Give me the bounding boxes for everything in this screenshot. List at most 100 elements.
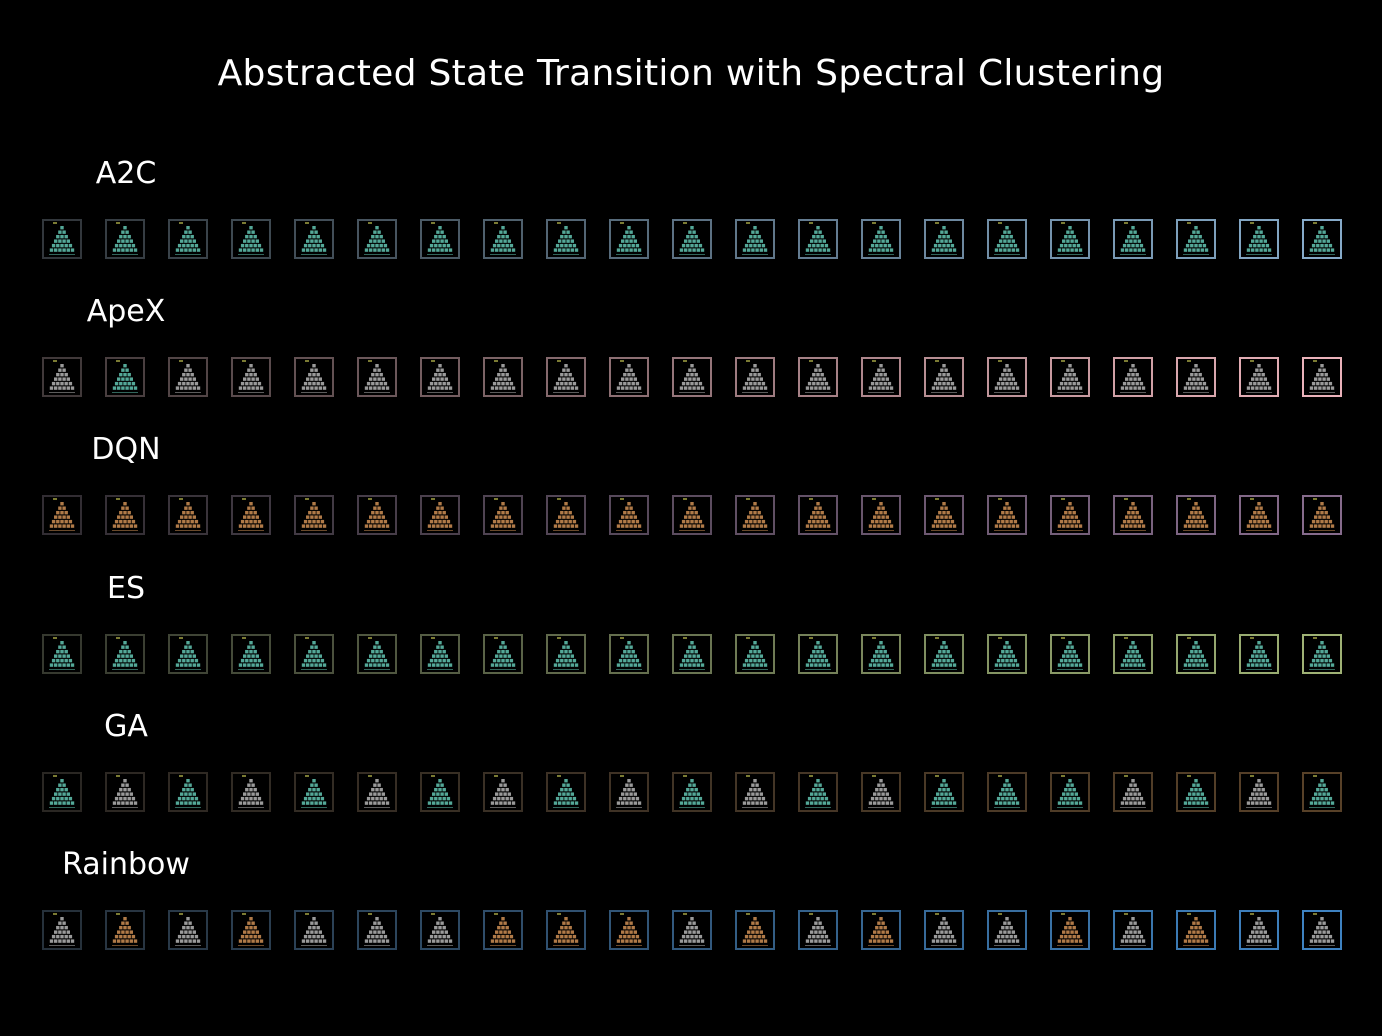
pyramid-icon: [931, 360, 957, 394]
pyramid-icon: [679, 913, 705, 946]
state-frame: [1050, 357, 1090, 398]
state-frame: [42, 219, 82, 259]
pyramid-icon: [1057, 913, 1083, 946]
state-frame: [168, 910, 208, 950]
pyramid-icon: [490, 774, 516, 808]
state-frame: [483, 771, 523, 812]
pyramid-icon: [427, 774, 453, 808]
state-frame: [924, 219, 964, 259]
pyramid-icon: [364, 636, 390, 670]
pyramid-icon: [427, 222, 453, 255]
state-frame: [420, 219, 460, 259]
pyramid-icon: [994, 913, 1020, 946]
row-label-dqn: DQN: [91, 432, 161, 468]
state-frame: [1176, 357, 1216, 398]
state-frame: [294, 495, 334, 536]
pyramid-icon: [427, 636, 453, 670]
state-frame: [1176, 495, 1216, 536]
pyramid-icon: [1120, 636, 1146, 670]
state-frame: [1302, 633, 1342, 674]
pyramid-icon: [1246, 222, 1272, 255]
state-frame: [1239, 219, 1279, 259]
state-frame: [168, 357, 208, 398]
state-frame: [1302, 357, 1342, 398]
state-frame: [420, 357, 460, 398]
state-frame: [357, 771, 397, 812]
state-frame: [924, 910, 964, 950]
state-frame: [1050, 771, 1090, 812]
state-frame: [546, 910, 586, 950]
state-frame: [924, 495, 964, 536]
pyramid-icon: [931, 498, 957, 532]
pyramid-icon: [112, 360, 138, 394]
pyramid-icon: [112, 774, 138, 808]
pyramid-icon: [553, 636, 579, 670]
state-frame: [357, 633, 397, 674]
state-frame: [924, 633, 964, 674]
pyramid-icon: [238, 636, 264, 670]
state-frame: [987, 633, 1027, 674]
pyramid-icon: [1183, 636, 1209, 670]
state-frame: [798, 495, 838, 536]
pyramid-icon: [175, 774, 201, 808]
pyramid-icon: [238, 913, 264, 946]
state-frame: [42, 771, 82, 812]
pyramid-icon: [364, 360, 390, 394]
state-frame: [1239, 910, 1279, 950]
state-frame: [1302, 219, 1342, 259]
state-frame: [672, 357, 712, 398]
pyramid-icon: [742, 774, 768, 808]
state-frame: [546, 357, 586, 398]
pyramid-icon: [1309, 222, 1335, 255]
pyramid-icon: [868, 360, 894, 394]
pyramid-icon: [112, 636, 138, 670]
pyramid-icon: [238, 774, 264, 808]
state-frame: [483, 219, 523, 259]
pyramid-icon: [238, 498, 264, 532]
pyramid-icon: [1183, 913, 1209, 946]
state-frame: [546, 219, 586, 259]
pyramid-icon: [1309, 498, 1335, 532]
pyramid-icon: [1120, 222, 1146, 255]
state-frame: [1302, 771, 1342, 812]
pyramid-icon: [1120, 360, 1146, 394]
state-frame: [1113, 910, 1153, 950]
pyramid-icon: [931, 774, 957, 808]
pyramid-icon: [805, 774, 831, 808]
pyramid-icon: [868, 774, 894, 808]
pyramid-icon: [679, 222, 705, 255]
state-frame: [1050, 910, 1090, 950]
pyramid-icon: [553, 222, 579, 255]
pyramid-icon: [1309, 360, 1335, 394]
pyramid-icon: [175, 498, 201, 532]
pyramid-icon: [616, 636, 642, 670]
pyramid-icon: [1057, 636, 1083, 670]
pyramid-icon: [616, 498, 642, 532]
state-frame: [609, 495, 649, 536]
pyramid-icon: [49, 360, 75, 394]
pyramid-icon: [553, 360, 579, 394]
pyramid-icon: [427, 913, 453, 946]
pyramid-icon: [175, 360, 201, 394]
state-frame: [609, 771, 649, 812]
state-frame: [1176, 910, 1216, 950]
state-frame: [798, 357, 838, 398]
pyramid-icon: [805, 498, 831, 532]
pyramid-icon: [175, 636, 201, 670]
state-frame: [861, 771, 901, 812]
state-frame: [672, 910, 712, 950]
pyramid-icon: [301, 360, 327, 394]
state-frame: [609, 357, 649, 398]
pyramid-icon: [1246, 774, 1272, 808]
state-frame: [420, 495, 460, 536]
pyramid-icon: [742, 222, 768, 255]
state-frame: [672, 495, 712, 536]
state-frame: [1176, 219, 1216, 259]
pyramid-icon: [994, 498, 1020, 532]
state-frame: [861, 910, 901, 950]
state-frame: [609, 910, 649, 950]
pyramid-icon: [616, 774, 642, 808]
state-frame: [798, 910, 838, 950]
state-frame: [420, 771, 460, 812]
pyramid-icon: [616, 360, 642, 394]
